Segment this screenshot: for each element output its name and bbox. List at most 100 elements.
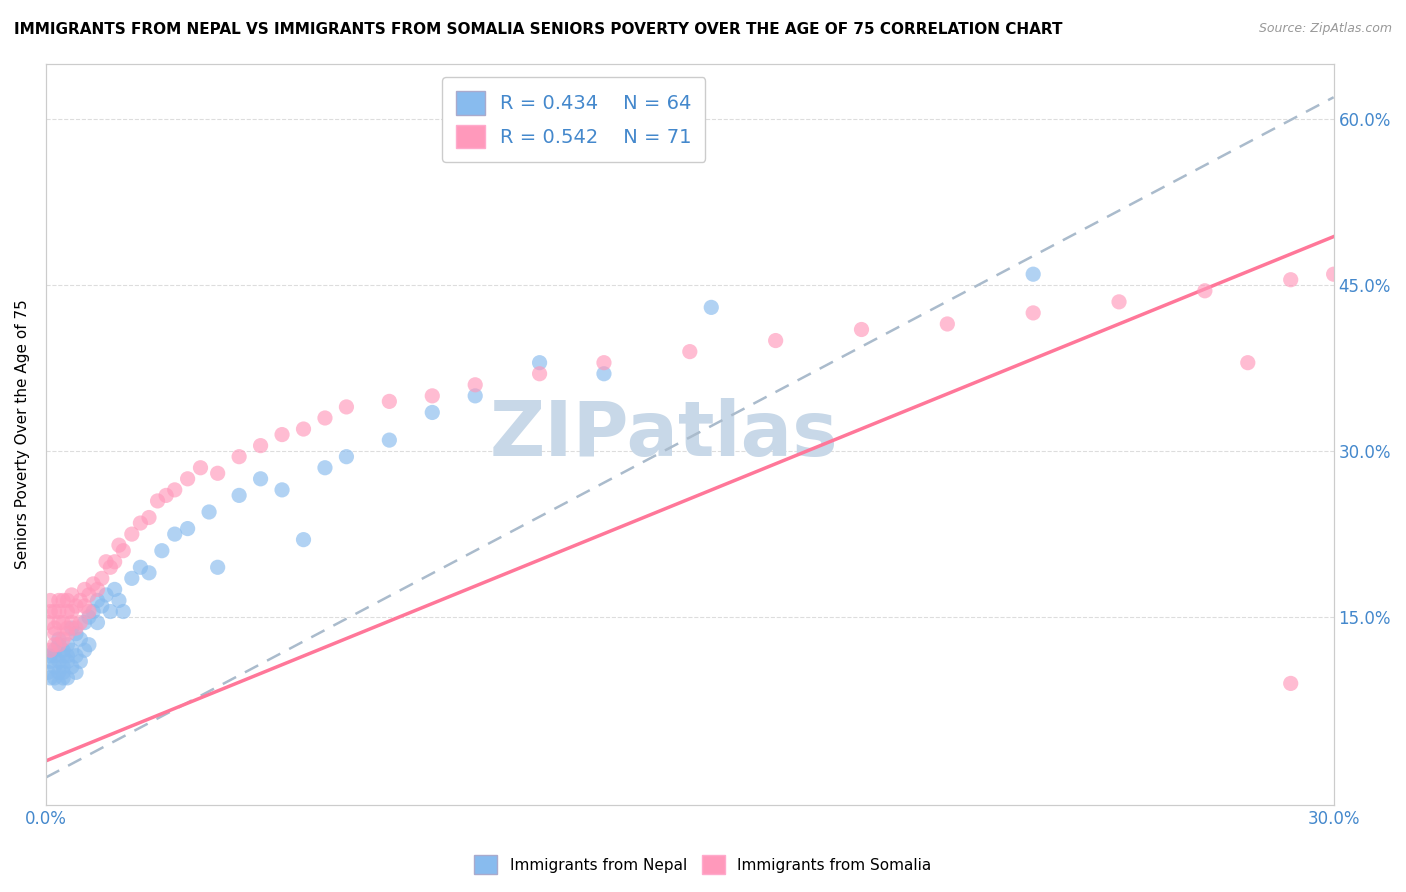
Point: [138, 566, 160, 580]
Point: [56, 593, 79, 607]
Point: [60, 643, 83, 657]
Point: [65, 665, 87, 680]
Point: [138, 510, 160, 524]
Point: [464, 377, 486, 392]
Point: [52, 660, 75, 674]
Point: [1236, 356, 1258, 370]
Point: [77, 588, 100, 602]
Point: [52, 643, 75, 657]
Point: [94, 555, 117, 569]
Point: [1365, 256, 1388, 270]
Text: ZIPatlas: ZIPatlas: [489, 398, 838, 472]
Point: [90, 571, 112, 585]
Point: [529, 356, 551, 370]
Point: [593, 356, 616, 370]
Point: [44, 660, 66, 674]
Point: [56, 626, 79, 640]
Point: [378, 394, 401, 409]
Text: Source: ZipAtlas.com: Source: ZipAtlas.com: [1258, 22, 1392, 36]
Point: [679, 344, 702, 359]
Point: [851, 322, 873, 336]
Point: [765, 334, 787, 348]
Point: [60, 621, 83, 635]
Point: [56, 654, 79, 668]
Point: [82, 577, 104, 591]
Point: [73, 582, 96, 597]
Point: [60, 605, 83, 619]
Point: [48, 638, 70, 652]
Point: [420, 405, 443, 419]
Point: [129, 516, 152, 530]
Point: [1323, 267, 1346, 281]
Point: [44, 648, 66, 663]
Point: [335, 450, 357, 464]
Point: [146, 494, 169, 508]
Point: [48, 676, 70, 690]
Point: [112, 605, 135, 619]
Point: [190, 460, 212, 475]
Point: [129, 560, 152, 574]
Point: [292, 533, 315, 547]
Point: [37, 615, 59, 630]
Point: [52, 665, 75, 680]
Point: [56, 605, 79, 619]
Point: [56, 621, 79, 635]
Point: [335, 400, 357, 414]
Text: IMMIGRANTS FROM NEPAL VS IMMIGRANTS FROM SOMALIA SENIORS POVERTY OVER THE AGE OF: IMMIGRANTS FROM NEPAL VS IMMIGRANTS FROM…: [14, 22, 1063, 37]
Point: [1194, 284, 1216, 298]
Point: [249, 439, 271, 453]
Point: [73, 615, 96, 630]
Point: [121, 527, 143, 541]
Point: [1279, 676, 1302, 690]
Point: [44, 638, 66, 652]
Point: [39, 671, 62, 685]
Point: [39, 593, 62, 607]
Point: [82, 605, 104, 619]
Point: [198, 505, 221, 519]
Point: [65, 626, 87, 640]
Point: [69, 632, 91, 647]
Point: [228, 488, 250, 502]
Point: [77, 638, 100, 652]
Point: [94, 588, 117, 602]
Point: [90, 599, 112, 613]
Point: [77, 605, 100, 619]
Point: [163, 527, 186, 541]
Point: [56, 648, 79, 663]
Point: [86, 593, 108, 607]
Point: [271, 483, 294, 497]
Point: [108, 538, 131, 552]
Point: [1279, 273, 1302, 287]
Point: [73, 599, 96, 613]
Point: [207, 467, 229, 481]
Point: [60, 615, 83, 630]
Point: [52, 615, 75, 630]
Point: [163, 483, 186, 497]
Point: [420, 389, 443, 403]
Point: [52, 632, 75, 647]
Point: [155, 488, 177, 502]
Point: [271, 427, 294, 442]
Point: [48, 638, 70, 652]
Point: [52, 671, 75, 685]
Point: [39, 643, 62, 657]
Point: [44, 643, 66, 657]
Point: [44, 671, 66, 685]
Point: [593, 367, 616, 381]
Point: [48, 615, 70, 630]
Point: [176, 522, 198, 536]
Point: [121, 571, 143, 585]
Point: [48, 593, 70, 607]
Point: [48, 665, 70, 680]
Y-axis label: Seniors Poverty Over the Age of 75: Seniors Poverty Over the Age of 75: [15, 300, 30, 569]
Point: [529, 367, 551, 381]
Point: [69, 593, 91, 607]
Point: [936, 317, 959, 331]
Point: [56, 638, 79, 652]
Point: [44, 626, 66, 640]
Legend: Immigrants from Nepal, Immigrants from Somalia: Immigrants from Nepal, Immigrants from S…: [468, 849, 938, 880]
Point: [48, 654, 70, 668]
Point: [39, 648, 62, 663]
Point: [60, 588, 83, 602]
Point: [207, 560, 229, 574]
